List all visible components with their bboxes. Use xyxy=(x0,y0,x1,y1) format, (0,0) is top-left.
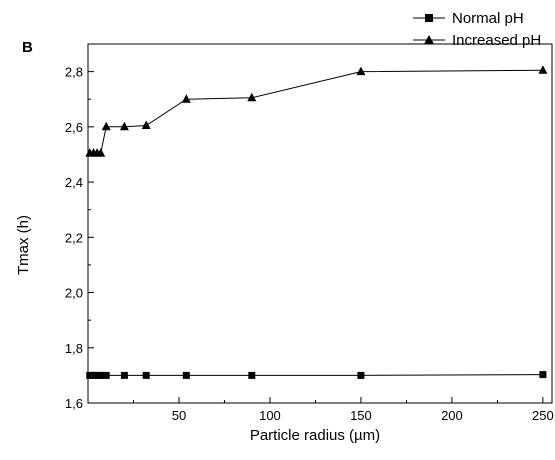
x-axis-ticks: 50 100 150 200 250 xyxy=(132,397,554,423)
data-point-triangle xyxy=(101,121,111,131)
data-point-square xyxy=(539,371,547,379)
series-line-1 xyxy=(89,69,543,154)
y-tick-label: 2,8 xyxy=(65,65,83,80)
legend-marker-triangle xyxy=(424,35,434,44)
series-line-0 xyxy=(89,374,543,376)
panel-label: B xyxy=(22,39,33,56)
x-tick-label: 100 xyxy=(259,408,281,423)
x-tick-label: 150 xyxy=(350,408,372,423)
data-point-square xyxy=(90,371,97,379)
legend-label-increased-ph: Increased pH xyxy=(452,32,541,49)
data-point-triangle xyxy=(141,120,151,129)
data-point-square xyxy=(97,371,105,379)
data-point-square xyxy=(102,371,110,379)
data-point-triangle xyxy=(356,66,366,76)
x-tick-label: 250 xyxy=(532,408,554,423)
data-point-square xyxy=(93,371,101,379)
y-tick-label: 1,8 xyxy=(65,341,83,356)
legend: Normal pH Increased pH xyxy=(413,10,541,49)
plot-frame xyxy=(87,43,553,404)
y-tick-label: 2,4 xyxy=(65,175,83,190)
data-point-triangle xyxy=(181,94,191,103)
legend-label-normal-ph: Normal pH xyxy=(452,10,524,27)
data-point-triangle xyxy=(96,148,106,157)
y-tick-label: 2,6 xyxy=(65,120,83,135)
data-point-square xyxy=(120,371,128,379)
data-point-triangle xyxy=(119,121,129,131)
data-point-square xyxy=(357,371,365,379)
data-point-square xyxy=(86,371,94,379)
y-tick-label: 2,0 xyxy=(65,286,83,301)
x-tick-label: 200 xyxy=(441,408,463,423)
data-point-triangle xyxy=(538,65,548,74)
y-tick-label: 1,6 xyxy=(65,396,83,411)
data-point-square xyxy=(248,371,256,379)
y-axis-ticks: 1,6 1,8 2,0 2,2 2,4 2,6 2,8 xyxy=(65,65,94,411)
data-point-square xyxy=(182,371,190,379)
y-tick-label: 2,2 xyxy=(65,230,83,245)
x-axis-title: Particle radius (µm) xyxy=(250,427,380,444)
x-tick-label: 50 xyxy=(172,408,186,423)
data-point-square xyxy=(142,371,150,379)
data-point-triangle xyxy=(247,92,257,102)
series-layer xyxy=(85,65,548,379)
legend-marker-square xyxy=(425,14,433,22)
y-axis-title: Tmax (h) xyxy=(15,215,32,275)
